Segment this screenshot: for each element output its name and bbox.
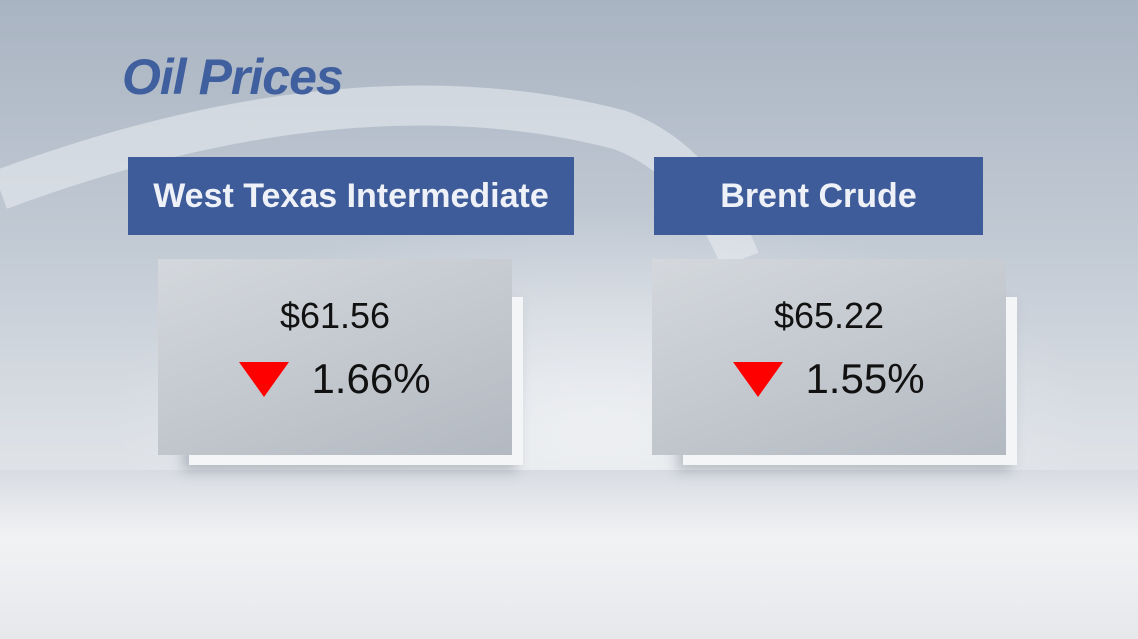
wti-change-percent: 1.66% <box>311 355 431 402</box>
wti-price: $61.56 <box>279 295 391 336</box>
brent-price: $65.22 <box>773 295 885 336</box>
brent-card: $65.22 1.55% <box>652 259 1006 455</box>
page-title: Oil Prices <box>122 49 344 105</box>
background-floor <box>0 470 1138 639</box>
down-triangle-icon <box>239 361 290 397</box>
brent-change-percent: 1.55% <box>805 355 925 402</box>
brent-change: 1.55% <box>652 355 1006 403</box>
wti-header: West Texas Intermediate <box>128 157 574 235</box>
wti-change: 1.66% <box>158 355 512 403</box>
down-triangle-icon <box>733 361 784 397</box>
wti-card: $61.56 1.66% <box>158 259 512 455</box>
brent-header: Brent Crude <box>654 157 983 235</box>
